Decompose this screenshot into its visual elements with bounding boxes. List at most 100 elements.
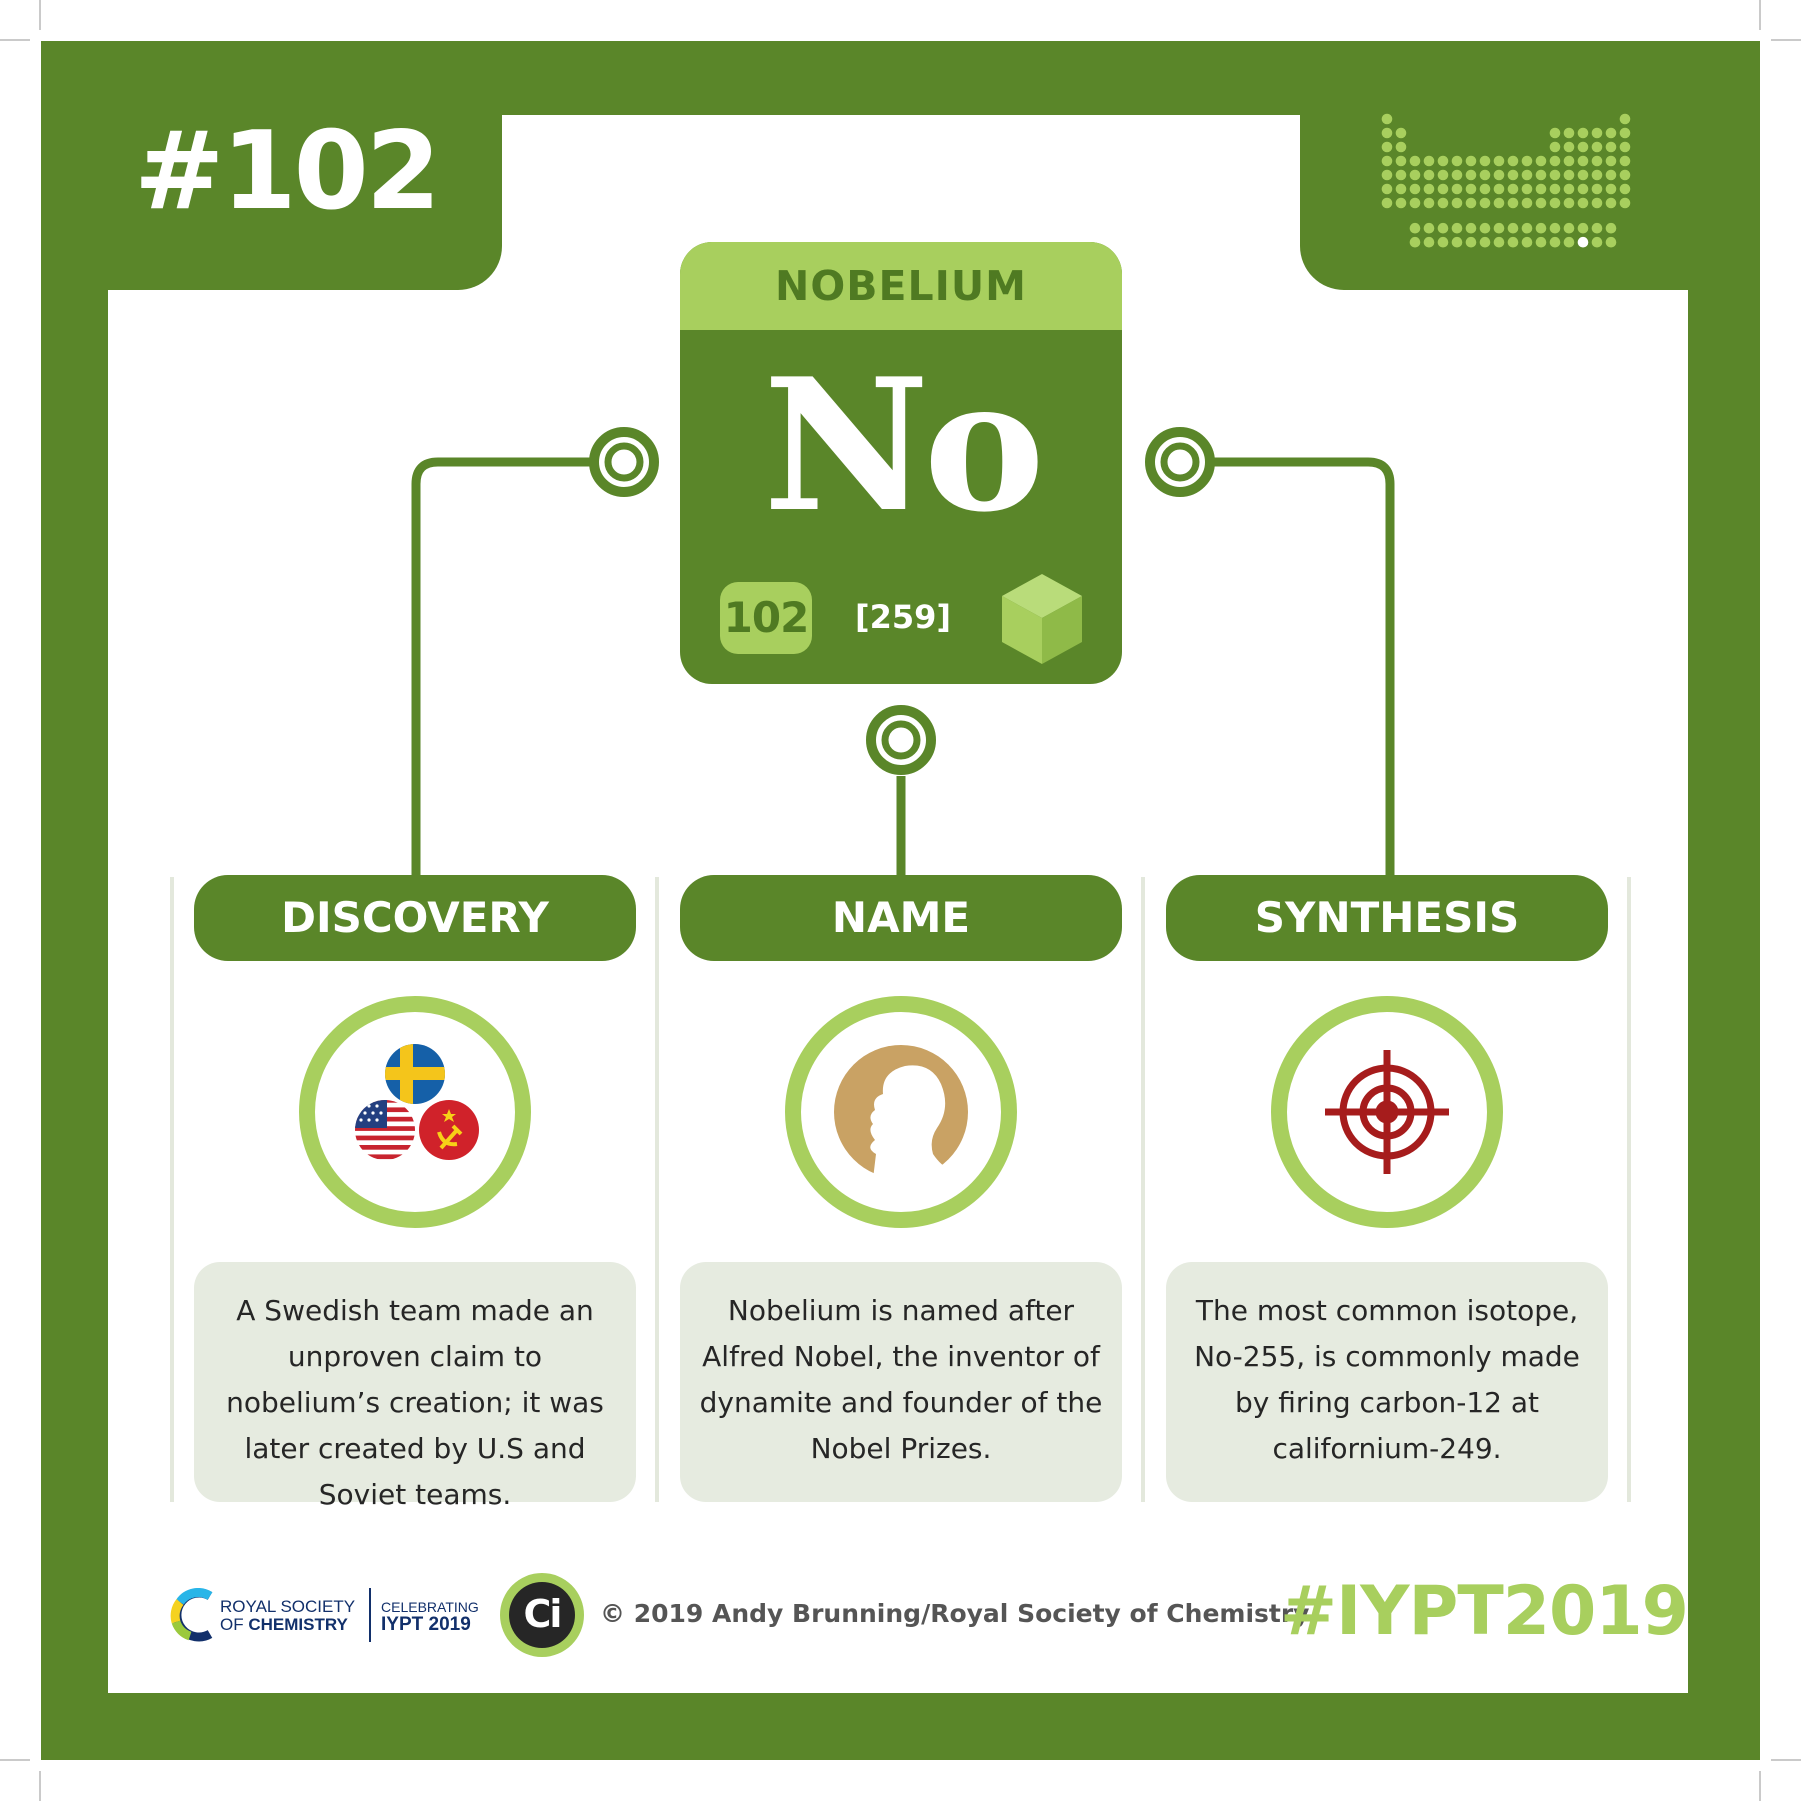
periodic-table-dot bbox=[1409, 197, 1421, 209]
periodic-table-dot bbox=[1577, 141, 1589, 153]
periodic-table-dot bbox=[1605, 155, 1617, 167]
periodic-table-dot bbox=[1465, 222, 1477, 234]
periodic-table-dot bbox=[1591, 155, 1603, 167]
periodic-table-dot bbox=[1619, 197, 1631, 209]
synthesis-icon-ring bbox=[1271, 996, 1503, 1228]
column-divider bbox=[1141, 877, 1145, 1502]
periodic-table-dot bbox=[1563, 141, 1575, 153]
column-divider bbox=[170, 877, 174, 1502]
periodic-table-dot bbox=[1591, 169, 1603, 181]
periodic-table-dot bbox=[1605, 169, 1617, 181]
periodic-table-dot bbox=[1381, 183, 1393, 195]
periodic-table-dot bbox=[1423, 222, 1435, 234]
periodic-table-dot bbox=[1577, 127, 1589, 139]
rsc-line-1: ROYAL SOCIETY bbox=[220, 1597, 356, 1616]
periodic-table-dot bbox=[1479, 169, 1491, 181]
periodic-table-dot bbox=[1423, 183, 1435, 195]
periodic-table-dot bbox=[1465, 197, 1477, 209]
periodic-table-dot bbox=[1465, 155, 1477, 167]
periodic-table-dot bbox=[1493, 169, 1505, 181]
periodic-table-dot bbox=[1535, 236, 1547, 248]
periodic-table-dot bbox=[1493, 197, 1505, 209]
periodic-table-dot bbox=[1381, 169, 1393, 181]
number-tab bbox=[41, 41, 502, 290]
connector-discovery bbox=[411, 457, 594, 878]
periodic-table-dot bbox=[1549, 155, 1561, 167]
rsc-wordmark: ROYAL SOCIETY OF CHEMISTRY bbox=[220, 1598, 355, 1634]
section-title-synthesis: SYNTHESIS bbox=[1166, 875, 1608, 961]
periodic-table-dot bbox=[1409, 183, 1421, 195]
periodic-table-dot bbox=[1423, 236, 1435, 248]
periodic-table-dot bbox=[1563, 155, 1575, 167]
periodic-table-dot bbox=[1535, 197, 1547, 209]
periodic-table-dot bbox=[1479, 197, 1491, 209]
periodic-table-dot bbox=[1507, 183, 1519, 195]
periodic-table-dot bbox=[1437, 183, 1449, 195]
atomic-number-badge: 102 bbox=[720, 582, 812, 654]
periodic-table-dot bbox=[1423, 169, 1435, 181]
periodic-table-dot bbox=[1605, 141, 1617, 153]
periodic-table-dot bbox=[1437, 197, 1449, 209]
periodic-table-dot bbox=[1619, 183, 1631, 195]
name-text: Nobelium is named after Alfred Nobel, th… bbox=[680, 1262, 1122, 1502]
discovery-text: A Swedish team made an unproven claim to… bbox=[194, 1262, 636, 1511]
periodic-table-dot bbox=[1521, 197, 1533, 209]
ussr-flag-icon bbox=[419, 1100, 479, 1160]
name-icon-ring bbox=[785, 996, 1017, 1228]
section-title-discovery: DISCOVERY bbox=[194, 875, 636, 961]
periodic-table-dot bbox=[1507, 236, 1519, 248]
periodic-table-dot bbox=[1479, 183, 1491, 195]
periodic-table-dot bbox=[1577, 155, 1589, 167]
periodic-table-dot bbox=[1479, 236, 1491, 248]
element-number-heading: #102 bbox=[134, 109, 441, 234]
periodic-table-dot bbox=[1619, 155, 1631, 167]
periodic-table-dot bbox=[1507, 222, 1519, 234]
periodic-table-dot bbox=[1493, 222, 1505, 234]
periodic-table-dot bbox=[1381, 141, 1393, 153]
ci-logo-text: Ci bbox=[509, 1582, 575, 1648]
iypt-wordmark: CELEBRATING IYPT 2019 bbox=[381, 1598, 479, 1634]
periodic-table-dot bbox=[1507, 155, 1519, 167]
periodic-table-dot bbox=[1605, 197, 1617, 209]
periodic-table-dot bbox=[1563, 169, 1575, 181]
periodic-table-dot bbox=[1549, 141, 1561, 153]
periodic-table-dot bbox=[1535, 155, 1547, 167]
synthesis-text: The most common isotope, No-255, is comm… bbox=[1166, 1262, 1608, 1502]
periodic-table-dot bbox=[1577, 236, 1589, 248]
periodic-table-dot bbox=[1409, 236, 1421, 248]
periodic-table-dot bbox=[1619, 127, 1631, 139]
periodic-table-dot bbox=[1395, 183, 1407, 195]
usa-flag-icon bbox=[355, 1100, 415, 1160]
periodic-table-dot bbox=[1395, 155, 1407, 167]
periodic-table-dot bbox=[1493, 236, 1505, 248]
periodic-table-dot bbox=[1605, 222, 1617, 234]
periodic-table-tab bbox=[1300, 41, 1760, 290]
periodic-table-dot bbox=[1381, 197, 1393, 209]
periodic-table-dot bbox=[1549, 197, 1561, 209]
periodic-table-dot bbox=[1605, 127, 1617, 139]
iypt-label: IYPT 2019 bbox=[381, 1614, 471, 1635]
periodic-table-dot bbox=[1619, 113, 1631, 125]
periodic-table-dot bbox=[1535, 169, 1547, 181]
rsc-logo-icon bbox=[170, 1588, 213, 1642]
periodic-table-dot bbox=[1605, 183, 1617, 195]
iypt-hashtag: #IYPT2019 bbox=[1280, 1572, 1689, 1651]
periodic-table-dot bbox=[1437, 169, 1449, 181]
periodic-table-dot bbox=[1409, 222, 1421, 234]
periodic-table-dot bbox=[1409, 169, 1421, 181]
periodic-table-dot bbox=[1549, 236, 1561, 248]
periodic-table-dot bbox=[1563, 197, 1575, 209]
periodic-table-dot bbox=[1521, 169, 1533, 181]
celebrating-label: CELEBRATING bbox=[381, 1599, 479, 1615]
periodic-table-dot bbox=[1577, 169, 1589, 181]
flags-icon bbox=[355, 1044, 479, 1160]
periodic-table-dot bbox=[1591, 127, 1603, 139]
connector-synthesis bbox=[1210, 457, 1395, 878]
periodic-table-dot bbox=[1493, 155, 1505, 167]
periodic-table-dot bbox=[1591, 141, 1603, 153]
periodic-table-dot bbox=[1381, 113, 1393, 125]
periodic-table-dot bbox=[1507, 169, 1519, 181]
periodic-table-dot bbox=[1591, 222, 1603, 234]
periodic-table-dot bbox=[1395, 127, 1407, 139]
